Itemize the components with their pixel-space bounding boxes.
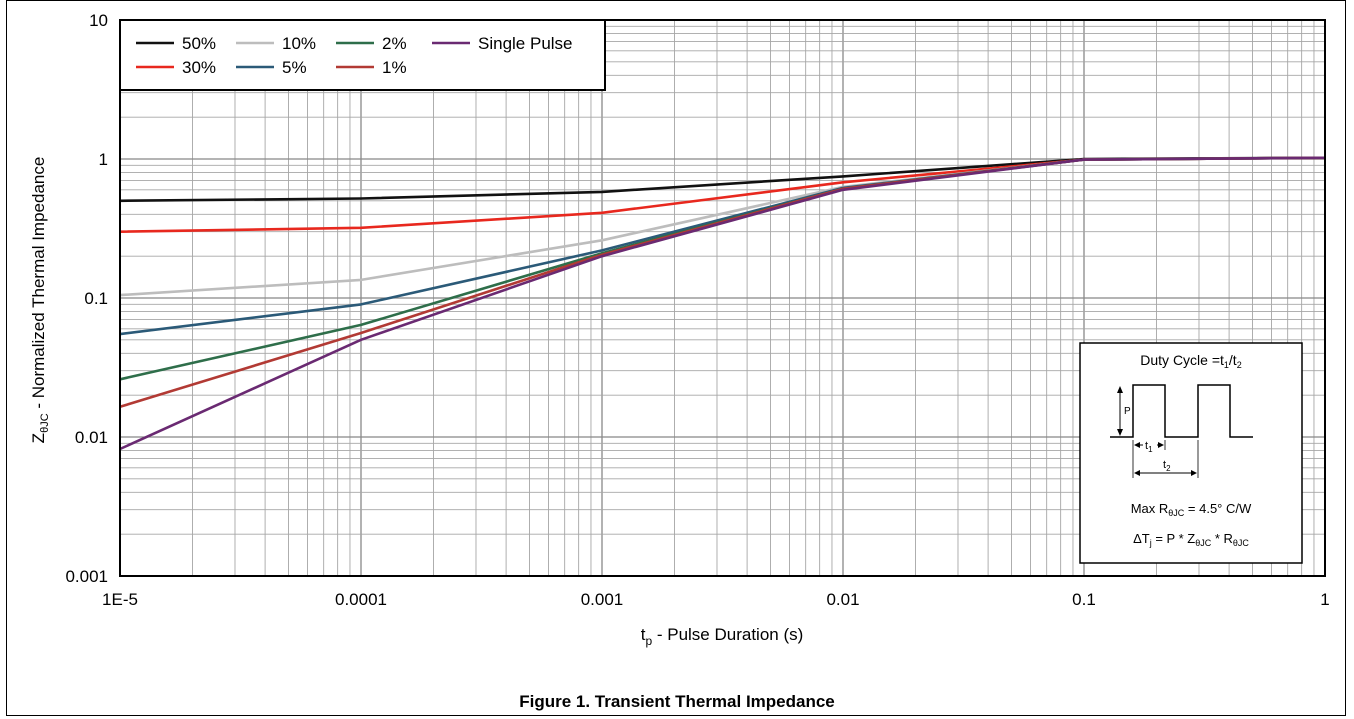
y-tick-label: 0.01 [75,428,108,447]
inset-title: Duty Cycle =t1/t2 [1140,352,1241,370]
inset-title-main: Duty Cycle =t [1140,352,1224,368]
y-axis-title: ZθJC - Normalized Thermal Impedance [29,157,51,444]
inset-title-sub2: 2 [1237,360,1242,370]
x-tick-label: 0.1 [1072,590,1096,609]
x-tick-label: 0.0001 [335,590,387,609]
y-axis-title-rest: - Normalized Thermal Impedance [29,157,48,414]
y-tick-label: 1 [99,150,108,169]
plot-area-border [119,19,1326,577]
x-axis-title-sub: p [645,634,652,648]
x-tick-label: 0.001 [581,590,624,609]
dtj-sub2: θJC [1195,538,1212,548]
max-rth-sub: θJC [1168,508,1185,518]
dtj-sub3: θJC [1233,538,1250,548]
p-label: P [1124,406,1131,417]
y-tick-label: 10 [89,11,108,30]
series-line-single-pulse [119,156,1326,451]
x-tick-label: 1 [1320,590,1329,609]
x-axis-title: tp - Pulse Duration (s) [641,625,804,648]
p-arrow-head-bottom [1117,429,1123,436]
legend-label-5-: 5% [282,58,307,77]
x-axis-title-rest: - Pulse Duration (s) [652,625,803,644]
t2-arrow-head-left [1134,470,1140,476]
dtj-a: ΔT [1133,531,1150,546]
legend-label-30-: 30% [182,58,216,77]
t2-label: t2 [1163,459,1171,473]
legend-box [119,19,606,91]
max-rth-line: Max RθJC = 4.5° C/W [1131,501,1252,518]
dtj-sub1: j [1149,538,1152,548]
delta-tj-line: ΔTj = P * ZθJC * RθJC [1133,531,1249,548]
inset-title-sub1: 1 [1224,360,1229,370]
legend-label-50-: 50% [182,34,216,53]
dtj-c: * R [1211,531,1233,546]
x-tick-label: 1E-5 [102,590,138,609]
duty-cycle-inset: Duty Cycle =t1/t2 P t1 t2 Max RθJC = 4.5… [1079,342,1303,564]
t1-label-bg [1143,438,1157,451]
y-axis-title-main: Z [29,433,48,443]
series-line-10- [119,156,1326,297]
y-tick-label: 0.1 [84,289,108,308]
series-line-50- [119,156,1326,203]
legend-label-single-pulse: Single Pulse [478,34,573,53]
t2-label-main: t [1163,459,1166,471]
legend-label-2-: 2% [382,34,407,53]
legend: 50% 10% 2% Single Pulse 30% 5% 1% [119,19,606,91]
dtj-b: = P * Z [1152,531,1196,546]
max-rth-a: Max R [1131,501,1169,516]
x-axis-title-main: t [641,625,646,644]
max-rth-b: = 4.5° C/W [1184,501,1252,516]
series-lines [119,156,1326,451]
t2-label-sub: 2 [1166,464,1171,473]
tick-labels: 1E-5 0.0001 0.001 0.01 0.1 1 0.001 0.01 0.1 1 10 [65,11,1329,609]
pulse-waveform [1110,384,1253,438]
t1-label-sub: 1 [1148,445,1153,454]
legend-label-1-: 1% [382,58,407,77]
t2-arrow-head-right [1191,470,1197,476]
t1-arrow-head-right [1158,442,1164,448]
y-axis-title-sub: θJC [39,413,51,433]
x-tick-label: 0.01 [826,590,859,609]
t1-arrow-head-left [1134,442,1140,448]
t1-label-main: t [1145,440,1148,452]
y-tick-label: 0.001 [65,567,108,586]
legend-label-10-: 10% [282,34,316,53]
p-arrow-head-top [1117,386,1123,393]
inset-box [1079,342,1303,564]
figure-caption: Figure 1. Transient Thermal Impedance [519,692,835,711]
t1-label: t1 [1145,440,1153,454]
inset-title-mid: /t [1229,352,1237,368]
